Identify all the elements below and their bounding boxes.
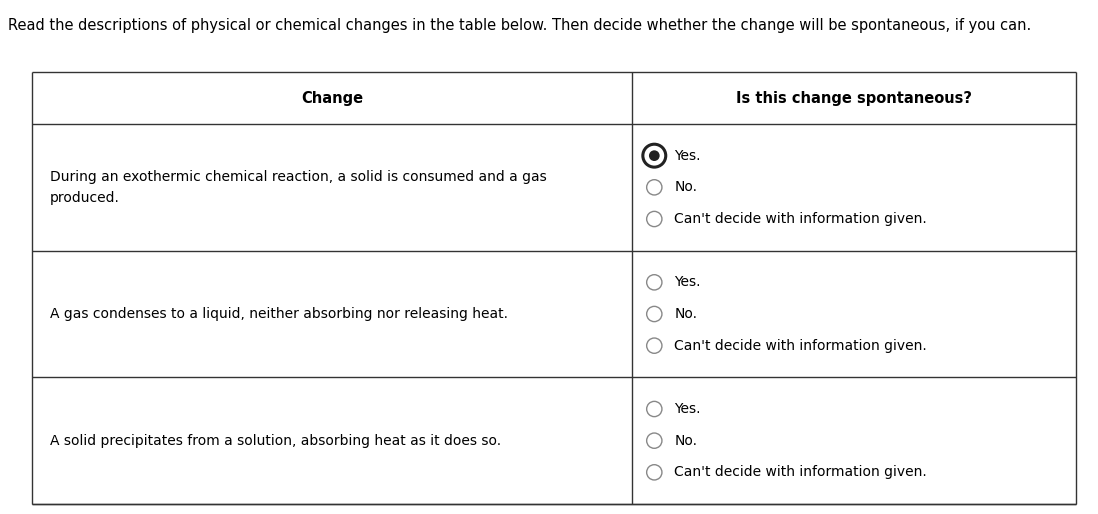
Text: Can't decide with information given.: Can't decide with information given. <box>674 212 927 226</box>
Text: Can't decide with information given.: Can't decide with information given. <box>674 465 927 480</box>
Text: A gas condenses to a liquid, neither absorbing nor releasing heat.: A gas condenses to a liquid, neither abs… <box>51 307 508 321</box>
Text: Yes.: Yes. <box>674 402 701 416</box>
Text: Read the descriptions of physical or chemical changes in the table below. Then d: Read the descriptions of physical or che… <box>8 18 1031 33</box>
Text: Is this change spontaneous?: Is this change spontaneous? <box>736 90 972 105</box>
Text: No.: No. <box>674 180 697 194</box>
Text: Can't decide with information given.: Can't decide with information given. <box>674 339 927 353</box>
Text: Change: Change <box>301 90 363 105</box>
Text: No.: No. <box>674 434 697 448</box>
Ellipse shape <box>649 150 660 161</box>
Text: Yes.: Yes. <box>674 149 701 162</box>
Text: During an exothermic chemical reaction, a solid is consumed and a gas
produced.: During an exothermic chemical reaction, … <box>51 170 547 205</box>
Text: Yes.: Yes. <box>674 276 701 289</box>
Text: No.: No. <box>674 307 697 321</box>
Text: A solid precipitates from a solution, absorbing heat as it does so.: A solid precipitates from a solution, ab… <box>51 434 501 448</box>
